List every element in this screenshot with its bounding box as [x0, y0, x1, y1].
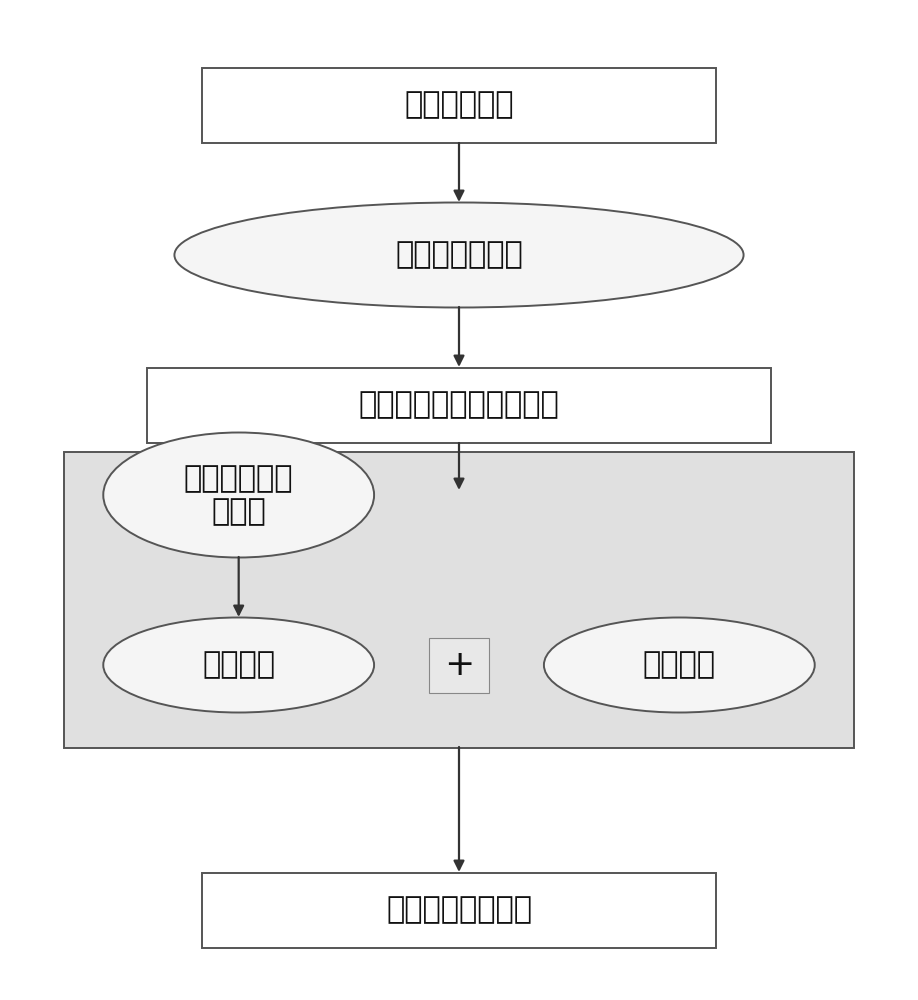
Ellipse shape [174, 202, 744, 308]
Ellipse shape [104, 617, 375, 712]
Text: 基于邻近特征
点加权: 基于邻近特征 点加权 [184, 464, 294, 526]
FancyBboxPatch shape [202, 68, 716, 142]
Ellipse shape [543, 617, 815, 712]
Text: 表情空间的转换: 表情空间的转换 [395, 240, 523, 269]
FancyBboxPatch shape [430, 638, 489, 692]
Text: 局部变形: 局部变形 [202, 650, 275, 680]
Text: 目标模型的表情运动序列: 目标模型的表情运动序列 [359, 390, 559, 420]
FancyBboxPatch shape [202, 872, 716, 948]
Ellipse shape [104, 432, 375, 558]
Text: +: + [443, 648, 475, 682]
Text: 运动捕捉序列: 运动捕捉序列 [404, 91, 514, 119]
FancyBboxPatch shape [147, 367, 771, 442]
Text: 全局变形: 全局变形 [643, 650, 716, 680]
FancyBboxPatch shape [64, 452, 854, 747]
Text: 目标模型表情动画: 目标模型表情动画 [386, 896, 532, 924]
